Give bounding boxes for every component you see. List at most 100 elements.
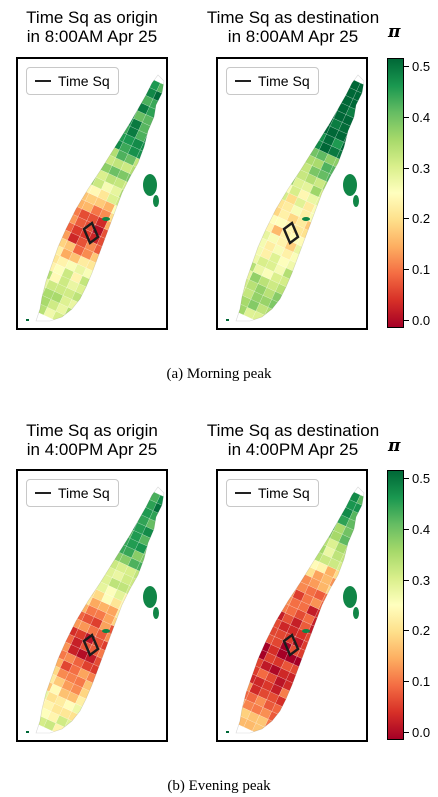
map-zone: [287, 117, 301, 131]
map-zone: [318, 667, 332, 681]
map-zone: [321, 295, 335, 308]
map-zone: [303, 106, 317, 119]
map-zone: [335, 494, 349, 508]
map-zone: [236, 588, 243, 602]
map-zone: [18, 256, 27, 268]
map-zone: [95, 514, 109, 527]
map-zone: [323, 679, 337, 693]
map-zone: [119, 506, 133, 519]
map-zone: [90, 569, 104, 582]
map-zone: [323, 612, 337, 626]
map-zone: [113, 703, 127, 716]
map-zone: [128, 691, 142, 704]
map-zone: [109, 711, 123, 724]
map-zone: [37, 640, 51, 653]
map-zone: [348, 557, 362, 571]
map-zone: [52, 561, 66, 574]
map-zone: [36, 188, 48, 202]
colorbar-tick-mark: [404, 218, 409, 219]
map-zone: [134, 655, 148, 669]
map-zone: [36, 169, 47, 182]
small-island: [153, 607, 159, 619]
map-zone: [119, 94, 133, 107]
map-zone: [354, 110, 364, 123]
map-zone: [129, 644, 143, 657]
map-zone: [19, 201, 31, 213]
map-zone: [67, 117, 81, 131]
map-zone: [219, 613, 231, 625]
map-zone: [236, 161, 250, 174]
map-zone: [357, 102, 364, 115]
map-zone: [333, 636, 347, 649]
map-zone: [298, 141, 311, 155]
map-zone: [331, 663, 345, 677]
map-legend: Time Sq: [26, 479, 119, 507]
map-zone: [157, 102, 164, 115]
map-zone: [83, 699, 97, 712]
panel-title-line2: in 4:00PM Apr 25: [227, 440, 359, 459]
map-zone: [88, 59, 100, 63]
map-zone: [18, 295, 30, 307]
map-zone: [290, 271, 304, 284]
map-zone: [352, 204, 364, 218]
map-zone: [47, 549, 61, 563]
map-zone: [263, 125, 277, 139]
map-zone: [274, 514, 288, 527]
map-zone: [36, 691, 38, 704]
panel-title-a-destination: Time Sq as destination in 8:00AM Apr 25: [207, 8, 379, 46]
map-zone: [160, 553, 164, 567]
small-island: [102, 217, 110, 221]
map-zone: [315, 675, 329, 689]
map-zone: [116, 695, 130, 708]
map-zone: [236, 231, 239, 245]
map-zone: [58, 113, 72, 127]
map-zone: [98, 94, 112, 107]
map-zone: [260, 612, 274, 626]
map-zone: [319, 208, 333, 222]
map-zone: [136, 216, 150, 229]
map-zone: [236, 600, 248, 614]
map-zone: [113, 243, 127, 257]
map-zone: [87, 739, 99, 740]
map-zone: [57, 620, 70, 633]
map-zone: [114, 310, 128, 321]
map-zone: [284, 537, 298, 551]
map-zone: [103, 267, 117, 281]
map-zone: [218, 707, 230, 719]
map-zone: [36, 271, 42, 284]
map-zone: [55, 600, 69, 614]
map-zone: [330, 184, 344, 198]
map-zone: [223, 605, 235, 617]
map-zone: [36, 588, 43, 602]
map-zone: [298, 506, 312, 519]
map-zone: [365, 134, 366, 146]
map-zone: [331, 251, 345, 265]
map-zone: [72, 129, 86, 143]
map-zone: [108, 232, 122, 245]
map-zone: [45, 577, 59, 590]
map-zone: [36, 212, 37, 225]
map-zone: [236, 675, 245, 689]
map-panel-a-destination: Time Sq: [216, 57, 368, 330]
map-zone: [157, 561, 164, 575]
map-zone: [60, 612, 74, 626]
map-zone: [314, 722, 328, 733]
map-zone: [317, 236, 331, 249]
map-zone: [101, 545, 115, 559]
colorbar-tick-mark: [404, 168, 409, 169]
map-zone: [53, 628, 67, 641]
map-zone: [305, 125, 319, 139]
map-zone: [314, 310, 328, 321]
map-zone: [61, 565, 75, 578]
map-zone: [18, 636, 21, 648]
map-zone: [82, 518, 96, 531]
map-zone: [244, 624, 258, 637]
map-zone: [309, 711, 323, 724]
map-zone: [236, 647, 247, 661]
map-zone: [113, 655, 127, 669]
map-zone: [338, 236, 352, 249]
map-zone: [300, 707, 314, 720]
map-zone: [221, 287, 233, 299]
map-zone: [89, 549, 103, 563]
map-zone: [262, 106, 276, 119]
